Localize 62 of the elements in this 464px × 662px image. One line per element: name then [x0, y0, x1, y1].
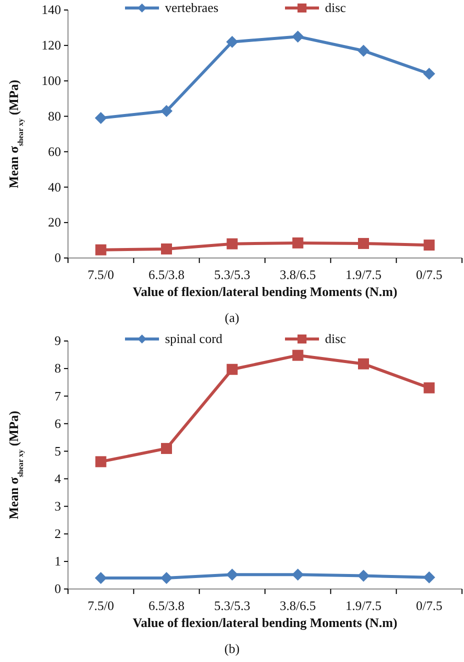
- y-tick-label: 1: [54, 554, 61, 569]
- point: [226, 238, 238, 250]
- point: [292, 350, 304, 361]
- x-axis-title: Value of flexion/lateral bending Moments (N.m): [132, 615, 398, 630]
- x-tick-label: 1.9/7.5: [345, 267, 382, 282]
- point: [95, 244, 106, 256]
- y-tick-label: 5: [54, 443, 61, 458]
- y-tick-label: 4: [54, 470, 62, 486]
- y-tick-label: 6: [54, 416, 62, 431]
- point: [358, 358, 369, 370]
- y-tick-label: 140: [42, 2, 61, 18]
- x-tick-label: 0/7.5: [416, 598, 442, 614]
- y-tick-label: 20: [48, 214, 61, 230]
- text: (a): [224, 310, 240, 325]
- point: [161, 243, 172, 254]
- x-tick-label: 0/7.5: [416, 267, 442, 282]
- legend-label: disc: [325, 0, 346, 15]
- point: [292, 237, 304, 248]
- y-tick-label: 7: [54, 388, 62, 404]
- y-tick-label: 3: [54, 498, 61, 514]
- point: [424, 382, 435, 394]
- point: [226, 364, 238, 375]
- x-tick-label: 3.8/6.5: [280, 267, 316, 282]
- point: [94, 112, 107, 124]
- point: [423, 571, 436, 584]
- y-tick-label: 0: [54, 581, 61, 596]
- y-tick-label: 40: [48, 179, 61, 194]
- legend-label: disc: [325, 331, 346, 346]
- point: [94, 572, 107, 584]
- x-tick-label: 7.5/0: [88, 598, 114, 614]
- x-tick-label: 1.9/7.5: [345, 598, 382, 614]
- point: [95, 456, 106, 468]
- legend-label: vertebraes: [165, 0, 218, 15]
- y-tick-label: 2: [54, 526, 61, 542]
- text: (b): [224, 641, 240, 656]
- point: [424, 240, 435, 251]
- point: [292, 30, 304, 43]
- x-axis-title: Value of flexion/lateral bending Moments (N.m): [132, 284, 398, 299]
- y-tick-label: 100: [42, 73, 61, 88]
- x-tick-label: 7.5/0: [88, 267, 114, 282]
- y-tick-label: 8: [54, 360, 61, 376]
- point: [160, 104, 172, 117]
- x-tick-label: 6.5/3.8: [148, 598, 185, 614]
- x-tick-label: 5.3/5.3: [214, 598, 250, 614]
- point: [226, 568, 238, 581]
- point: [423, 68, 436, 80]
- x-tick-label: 3.8/6.5: [280, 598, 316, 614]
- point: [358, 570, 370, 582]
- point: [358, 44, 370, 57]
- point: [358, 238, 369, 249]
- y-tick-label: 9: [54, 333, 61, 348]
- x-tick-label: 6.5/3.8: [148, 267, 185, 282]
- point: [161, 442, 172, 454]
- point: [160, 572, 172, 584]
- y-tick-label: 60: [48, 144, 61, 159]
- y-tick-label: 0: [54, 250, 61, 266]
- x-tick-label: 5.3/5.3: [214, 267, 250, 282]
- point: [292, 568, 304, 581]
- point: [226, 36, 238, 48]
- legend-label: spinal cord: [165, 331, 223, 346]
- y-tick-label: 80: [48, 108, 61, 124]
- y-tick-label: 120: [42, 38, 61, 53]
